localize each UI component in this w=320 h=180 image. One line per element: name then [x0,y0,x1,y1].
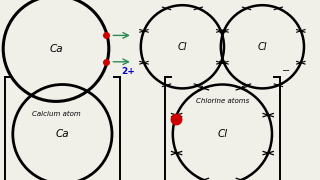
Text: Calcium atom: Calcium atom [32,111,80,117]
Text: Cl: Cl [217,129,228,139]
Text: 2+: 2+ [122,67,135,76]
Text: Chlorine atoms: Chlorine atoms [196,98,249,104]
Text: Ca: Ca [49,44,63,54]
Text: Cl: Cl [258,42,267,52]
Text: −: − [282,66,290,76]
Text: Cl: Cl [178,42,187,52]
Text: Ca: Ca [56,129,69,139]
